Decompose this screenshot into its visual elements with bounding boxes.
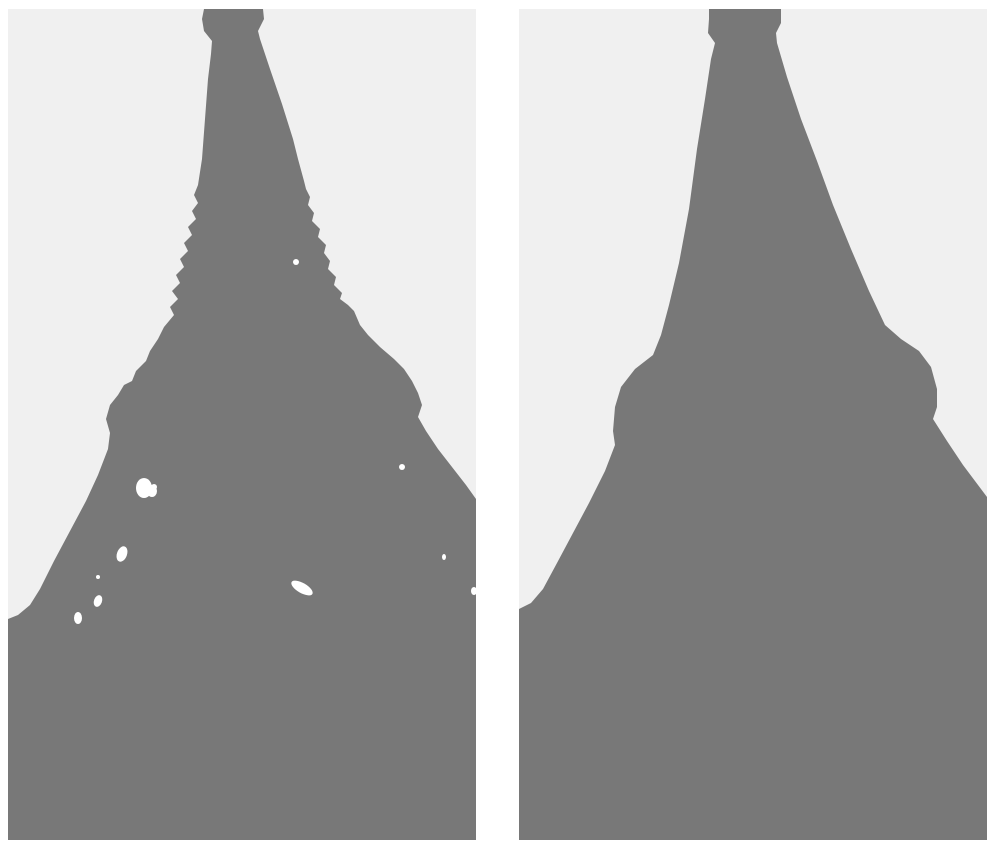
left-shape [8,9,476,840]
hole [291,580,313,596]
right-shape [519,9,987,840]
hole [96,575,100,579]
hole [93,595,103,607]
left-holes [74,259,476,624]
right-segmentation-panel [519,9,987,840]
hole [116,546,128,562]
right-segmentation-image [519,9,987,840]
hole [442,554,446,560]
hole [74,612,82,624]
left-segmentation-image [8,9,476,840]
hole [471,587,476,595]
hole [293,259,299,265]
hole [151,484,157,490]
hole [399,464,405,470]
left-segmentation-panel [8,9,476,840]
